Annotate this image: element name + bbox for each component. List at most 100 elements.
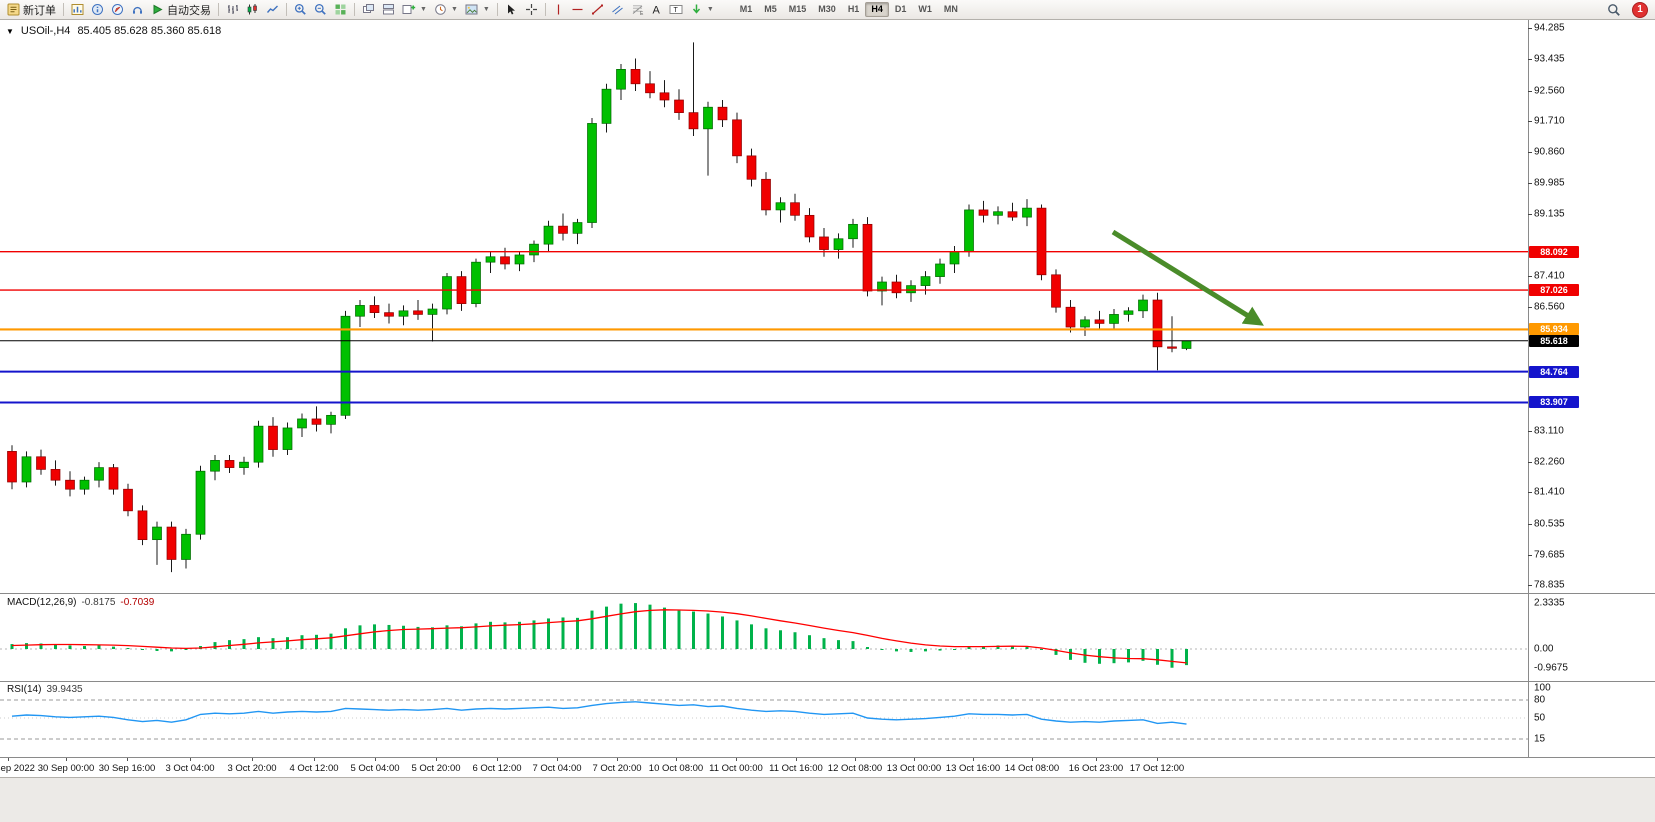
time-tick-label: 14 Oct 08:00 [1004, 763, 1060, 774]
navigator-button[interactable] [108, 1, 127, 18]
trendline-button[interactable] [588, 1, 607, 18]
crosshair-button[interactable] [522, 1, 541, 18]
toolbar-right-group: 1 [1604, 1, 1651, 18]
chart-symbol-period: USOil-,H4 [20, 25, 71, 37]
time-tick-label: 3 Oct 20:00 [227, 763, 277, 774]
trendline-icon [591, 4, 603, 15]
toolbar-separator [218, 3, 219, 16]
price-tickmark [1528, 554, 1532, 556]
clock-icon [435, 4, 446, 15]
timeframe-button-MN[interactable]: MN [943, 4, 958, 14]
panel-separator[interactable] [0, 593, 1655, 594]
time-tickmark [617, 758, 618, 761]
terminal-button[interactable] [128, 1, 147, 18]
text-a-icon: A [652, 5, 660, 17]
text-button[interactable]: A [648, 1, 665, 18]
autotrade-play-icon [153, 4, 163, 15]
cascade-windows-button[interactable] [359, 1, 378, 18]
new-order-icon [7, 3, 20, 16]
hline-price-badge: 84.764 [1529, 365, 1579, 378]
timeframe-button-W1[interactable]: W1 [918, 4, 932, 14]
rsi-label: RSI(14) 39.9435 [7, 684, 83, 695]
svg-text:A: A [652, 5, 660, 17]
price-tickmark [1528, 306, 1532, 308]
autotrade-button[interactable]: 自动交易 [148, 1, 214, 18]
price-tickmark [1528, 276, 1532, 278]
arrows-tool-button[interactable]: ▼ [687, 1, 717, 18]
new-chart-plus-icon [402, 5, 416, 14]
market-watch-button[interactable] [68, 1, 87, 18]
rsi-indicator-canvas[interactable] [0, 682, 1528, 757]
toolbar-separator [354, 3, 355, 16]
macd-title: MACD(12,26,9) [7, 597, 77, 608]
vertical-line-button[interactable] [550, 1, 567, 18]
price-tickmark [1528, 90, 1532, 92]
channel-button[interactable] [608, 1, 627, 18]
macd-signal-value: -0.7039 [120, 597, 155, 608]
time-tickmark [1032, 758, 1033, 761]
price-tick-label: 94.285 [1534, 22, 1565, 34]
time-tickmark [736, 758, 737, 761]
zoom-out-icon [314, 3, 326, 15]
rsi-scale-label: 15 [1534, 733, 1546, 745]
periods-button[interactable]: ▼ [431, 1, 461, 18]
price-chart-canvas[interactable] [0, 20, 1528, 593]
panel-separator[interactable] [0, 681, 1655, 682]
rsi-title: RSI(14) [7, 684, 42, 695]
rsi-value: 39.9435 [46, 684, 83, 695]
price-tickmark [1528, 121, 1532, 123]
time-tick-label: 13 Oct 16:00 [945, 763, 1001, 774]
cursor-icon [507, 4, 515, 15]
time-tick-label: 11 Oct 16:00 [769, 763, 823, 774]
timeframe-button-M1[interactable]: M1 [739, 4, 753, 14]
chart-background [0, 20, 1528, 757]
template-image-icon [465, 4, 478, 15]
macd-indicator-canvas[interactable] [0, 594, 1528, 681]
bar-chart-button[interactable] [223, 1, 242, 18]
panel-separator [0, 757, 1655, 758]
candlestick-chart-button[interactable] [243, 1, 262, 18]
price-tickmark [1528, 523, 1532, 525]
horizontal-line-icon [572, 8, 583, 11]
macd-label: MACD(12,26,9) -0.8175 -0.7039 [7, 597, 154, 608]
template-button[interactable]: ▼ [462, 1, 493, 18]
arrange-windows-button[interactable] [379, 1, 398, 18]
fibonacci-button[interactable]: E [628, 1, 647, 18]
navigator-icon [112, 4, 123, 15]
timeframe-button-H1[interactable]: H1 [847, 4, 860, 14]
timeframe-button-D1[interactable]: D1 [894, 4, 907, 14]
dropdown-caret-icon: ▼ [482, 6, 490, 13]
zoom-out-button[interactable] [311, 1, 330, 18]
time-tick-label: 6 Oct 12:00 [472, 763, 522, 774]
tile-windows-button[interactable] [331, 1, 350, 18]
price-tickmark [1528, 585, 1532, 587]
new-order-button[interactable]: 新订单 [4, 1, 59, 18]
timeframe-button-M5[interactable]: M5 [764, 4, 777, 14]
horizontal-line-button[interactable] [568, 1, 587, 18]
cursor-button[interactable] [502, 1, 521, 18]
status-strip [0, 778, 1655, 822]
timeframe-button-M15[interactable]: M15 [788, 4, 807, 14]
cascade-windows-icon [363, 4, 374, 13]
timeframe-button-M30[interactable]: M30 [818, 4, 836, 14]
price-axis[interactable] [1528, 20, 1655, 757]
price-tick-label: 91.710 [1534, 115, 1565, 127]
label-button[interactable]: T [666, 1, 686, 18]
notification-badge[interactable]: 1 [1632, 1, 1648, 18]
time-tick-label: 5 Oct 04:00 [350, 763, 400, 774]
new-chart-button[interactable]: ▼ [399, 1, 430, 18]
line-chart-button[interactable] [263, 1, 282, 18]
timeframe-button-H4[interactable]: H4 [865, 2, 889, 17]
vertical-line-icon [557, 4, 559, 15]
price-tickmark [1528, 431, 1532, 433]
time-tickmark [796, 758, 797, 761]
time-tickmark [314, 758, 315, 761]
time-tickmark [252, 758, 253, 761]
macd-main-value: -0.8175 [81, 597, 116, 608]
search-button[interactable] [1604, 1, 1624, 18]
dropdown-caret-icon: ▼ [450, 6, 458, 13]
channel-icon [611, 5, 623, 15]
zoom-in-button[interactable] [291, 1, 310, 18]
data-window-button[interactable] [88, 1, 107, 18]
